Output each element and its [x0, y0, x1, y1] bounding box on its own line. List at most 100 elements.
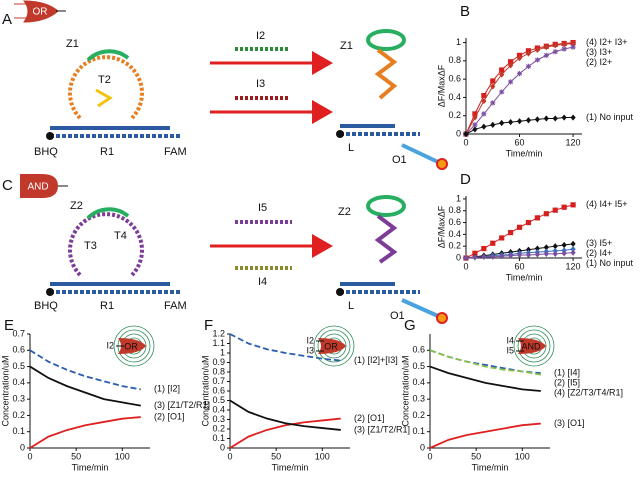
legend-label: (2) I4+: [586, 248, 612, 258]
input-label: I5: [258, 202, 267, 214]
marker: [490, 100, 496, 106]
gate-input-label: I2: [306, 335, 314, 345]
legend-label: (3) I5+: [586, 238, 612, 248]
marker: [552, 42, 558, 49]
logic-gate: [518, 338, 546, 354]
marker: [570, 40, 576, 47]
y-tick-label: 0.2: [448, 241, 461, 251]
product-loop: [366, 29, 406, 51]
y-tick-label: 0.4: [212, 404, 225, 414]
marker: [481, 253, 487, 260]
y-tick-label: 0.3: [412, 394, 425, 404]
y-tick-label: 0.3: [212, 414, 225, 424]
y-tick-label: 0.6: [448, 74, 461, 84]
y-tick-label: 0.7: [12, 328, 25, 338]
marker: [472, 250, 478, 256]
legend-label: (2) [O1]: [354, 413, 385, 423]
marker: [552, 250, 558, 257]
marker: [561, 241, 567, 249]
marker: [543, 44, 549, 51]
marker: [490, 83, 496, 90]
legend-label: (3) I3+: [586, 47, 612, 57]
chart: F 00.10.20.30.40.50.60.70.80.911.11.2 0 50 1…: [200, 317, 410, 472]
y-tick-label: 1.2: [212, 328, 225, 338]
marker: [525, 63, 532, 69]
marker: [570, 246, 576, 253]
y-tick-label: 0: [456, 252, 461, 262]
x-tick-label: 120: [566, 261, 581, 271]
y-tick-label: 0.2: [448, 110, 461, 120]
gate-input-label: I3: [306, 345, 314, 355]
target-label: T2: [98, 74, 111, 86]
marker: [570, 249, 576, 256]
marker: [552, 115, 558, 122]
legend-label: (4) I4+ I5+: [586, 199, 628, 209]
y-tick-label: 0.6: [412, 345, 425, 355]
marker: [490, 253, 496, 260]
y-tick-label: 0.2: [412, 410, 425, 420]
marker: [516, 71, 523, 77]
fluor-label: FAM: [164, 146, 187, 158]
marker: [472, 114, 478, 121]
y-axis-label: Concentration/uM: [200, 355, 210, 426]
fluorophore: [436, 158, 448, 170]
marker: [552, 243, 558, 250]
y-axis-label: ΔF/MaxΔF: [436, 64, 446, 107]
x-tick-label: 50: [71, 451, 81, 461]
marker: [481, 93, 487, 99]
x-tick-label: 0: [427, 451, 432, 461]
or-gate: [14, 0, 59, 23]
y-tick-label: 0.6: [212, 385, 225, 395]
gate-label: OR: [124, 341, 138, 351]
quencher: [336, 130, 344, 138]
product-helix: [374, 48, 398, 100]
marker: [499, 89, 505, 95]
gate-label: AND: [521, 341, 541, 351]
legend-label: (1) No input: [586, 112, 634, 122]
y-tick-label: 0.1: [212, 433, 225, 443]
x-tick-label: 50: [471, 451, 481, 461]
logic-gate: [318, 338, 346, 354]
marker: [481, 245, 487, 252]
marker: [499, 119, 505, 127]
y-tick-label: 0.8: [448, 55, 461, 65]
x-tick-label: 100: [115, 451, 130, 461]
marker: [561, 250, 567, 257]
gate-input-label: I4: [506, 335, 514, 345]
y-tick-label: 0.4: [448, 92, 461, 102]
marker: [508, 119, 514, 126]
series-line: [29, 349, 141, 391]
marker: [481, 123, 487, 130]
marker: [508, 79, 514, 85]
marker: [472, 111, 478, 117]
marker: [561, 114, 567, 121]
x-tick-label: 0: [463, 137, 468, 147]
y-tick-label: 0.5: [412, 361, 425, 371]
marker: [543, 244, 549, 251]
legend-label: (1) [I2]+[I3]: [354, 355, 398, 365]
marker: [570, 114, 576, 121]
panel-letter: E: [4, 317, 14, 334]
product-label: Z2: [338, 206, 351, 218]
x-axis-label: Time/min: [506, 148, 543, 158]
x-tick-label: 120: [566, 137, 581, 147]
marker: [516, 251, 523, 259]
series-line: [429, 365, 541, 392]
marker: [534, 116, 540, 123]
y-tick-label: 0: [220, 442, 225, 452]
fluor-label: FAM: [164, 300, 187, 312]
chart: D 00.2 0.4 0.6 0.8 1 0 60 120 Time/min ΔF/MaxΔF (4)…: [436, 171, 633, 282]
y-tick-label: 1: [456, 37, 461, 47]
linker-label: L: [348, 300, 354, 312]
marker: [490, 240, 496, 246]
y-tick-label: 1: [456, 193, 461, 203]
series-line: [229, 333, 341, 362]
legend-label: (1) No input: [586, 258, 634, 268]
quencher: [336, 288, 344, 296]
marker: [543, 211, 549, 217]
y-tick-label: 0: [456, 128, 461, 138]
series-line: [29, 416, 141, 449]
y-tick-label: 0.1: [12, 426, 25, 436]
